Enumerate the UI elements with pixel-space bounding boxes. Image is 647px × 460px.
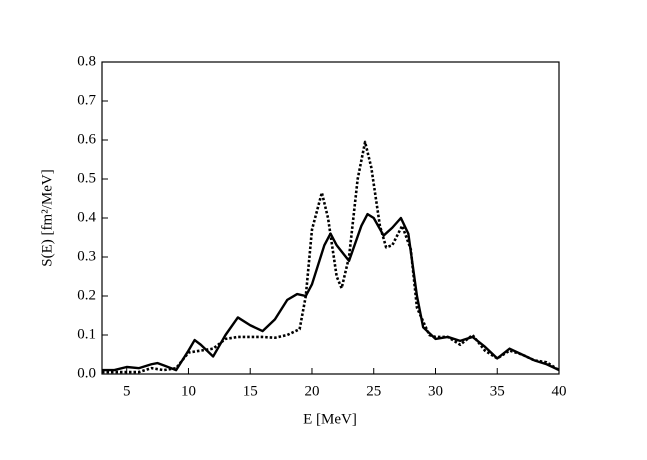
x-tick-label: 35 bbox=[490, 383, 505, 399]
x-tick-label: 30 bbox=[428, 383, 443, 399]
x-tick-label: 40 bbox=[552, 383, 567, 399]
y-tick-label: 0.4 bbox=[77, 209, 96, 225]
x-tick-label: 10 bbox=[181, 383, 196, 399]
y-tick-label: 0.3 bbox=[77, 248, 96, 264]
y-tick-label: 0.2 bbox=[77, 287, 96, 303]
y-tick-label: 0.6 bbox=[77, 131, 96, 147]
y-tick-label: 0.7 bbox=[77, 92, 96, 108]
x-tick-label: 25 bbox=[366, 383, 381, 399]
x-tick-label: 15 bbox=[243, 383, 258, 399]
x-tick-label: 20 bbox=[304, 383, 319, 399]
x-tick-label: 5 bbox=[123, 383, 131, 399]
data-line bbox=[102, 212, 560, 372]
y-tick-label: 0.5 bbox=[77, 170, 96, 186]
y-tick-label: 0.8 bbox=[77, 53, 96, 69]
plot-frame bbox=[101, 61, 560, 375]
y-tick-label: 0.0 bbox=[77, 365, 96, 381]
y-tick-label: 0.1 bbox=[77, 326, 96, 342]
data-line bbox=[102, 140, 560, 374]
x-axis-label: E [MeV] bbox=[303, 411, 357, 427]
y-axis-label: S(E) [fm²/MeV] bbox=[39, 169, 55, 266]
